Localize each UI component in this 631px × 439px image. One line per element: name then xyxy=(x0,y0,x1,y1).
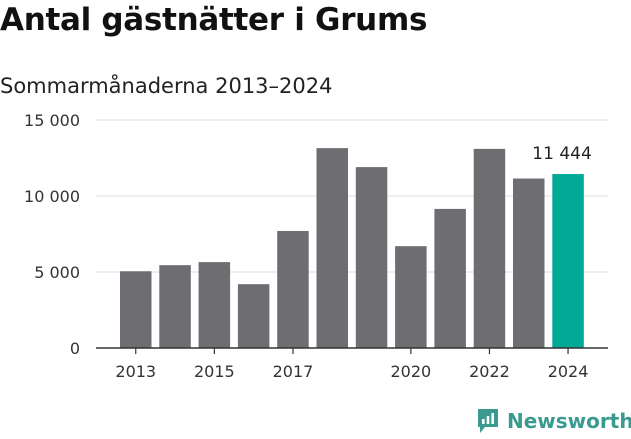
chart-subtitle: Sommarmånaderna 2013–2024 xyxy=(0,74,333,98)
bar xyxy=(473,148,506,348)
data-label: 11 444 xyxy=(532,144,591,164)
bar xyxy=(159,265,191,348)
y-tick-label: 10 000 xyxy=(24,187,80,206)
newsworthy-logo-icon xyxy=(476,407,500,435)
x-tick-label: 2020 xyxy=(390,362,431,381)
x-tick-label: 2024 xyxy=(548,362,589,381)
bar xyxy=(316,148,348,348)
y-axis-ticks: 0 5 000 10 000 15 000 xyxy=(24,111,80,358)
x-axis-ticks: 2013 2015 2017 2020 2022 2024 xyxy=(115,348,588,381)
y-tick-label: 15 000 xyxy=(24,111,80,130)
bar xyxy=(277,230,309,348)
y-tick-label: 0 xyxy=(70,339,80,358)
newsworthy-logo: Newsworthy xyxy=(476,406,631,436)
bar xyxy=(434,208,466,348)
bar-highlight xyxy=(552,174,584,348)
bar xyxy=(120,271,152,348)
x-tick-label: 2015 xyxy=(194,362,235,381)
x-tick-label: 2013 xyxy=(115,362,156,381)
newsworthy-logo-text: Newsworthy xyxy=(507,409,631,433)
bar xyxy=(513,178,545,348)
x-tick-label: 2022 xyxy=(469,362,510,381)
x-tick-label: 2017 xyxy=(273,362,314,381)
bar xyxy=(198,262,231,348)
bar xyxy=(237,284,270,348)
bar xyxy=(355,167,388,348)
chart-title: Antal gästnätter i Grums xyxy=(0,2,428,38)
data-labels: 11 444 xyxy=(532,144,591,164)
bar xyxy=(395,246,427,348)
y-tick-label: 5 000 xyxy=(34,263,80,282)
bars xyxy=(96,148,608,349)
